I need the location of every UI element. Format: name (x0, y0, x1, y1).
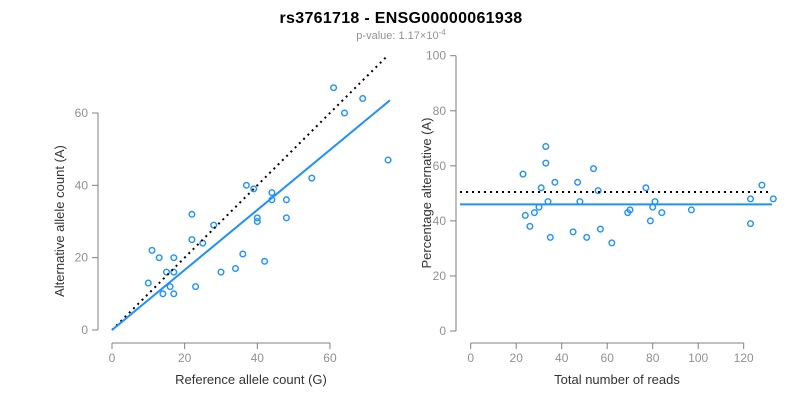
x-tick-label: 60 (601, 351, 615, 365)
left-y-axis-label: Alternative allele count (A) (52, 145, 67, 297)
data-point (192, 283, 200, 291)
data-point (384, 156, 392, 164)
subtitle-pvalue-exponent: -4 (439, 28, 447, 37)
data-point (747, 195, 755, 203)
data-point (188, 210, 196, 218)
y-tick-label: 20 (75, 251, 89, 265)
data-point (217, 268, 225, 276)
data-point (155, 254, 163, 262)
left-x-axis-label: Reference allele count (G) (175, 372, 327, 387)
data-point (282, 196, 290, 204)
subtitle-pvalue-text: p-value: 1.17×10 (356, 30, 438, 42)
data-point (542, 142, 550, 150)
data-point (268, 189, 276, 197)
data-point (658, 209, 666, 217)
data-point (551, 178, 559, 186)
data-point (308, 174, 316, 182)
data-point (188, 236, 196, 244)
x-tick-label: 80 (646, 351, 660, 365)
data-point (758, 181, 766, 189)
right-y-axis-label: Percentage alternative (A) (419, 117, 434, 268)
x-tick-label: 20 (178, 351, 192, 365)
data-point (341, 109, 349, 117)
x-tick-label: 0 (467, 351, 474, 365)
regression-line (111, 99, 391, 331)
data-point (159, 290, 167, 298)
y-tick-label: 60 (433, 159, 447, 173)
data-point (526, 222, 534, 230)
y-tick-label: 0 (81, 323, 88, 337)
data-point (253, 217, 261, 225)
y-tick-label: 100 (426, 49, 446, 63)
y-tick-label: 60 (75, 106, 89, 120)
x-tick-label: 60 (323, 351, 337, 365)
data-point (519, 170, 527, 178)
figure-title: rs3761718 - ENSG00000061938 (280, 10, 523, 27)
data-point (769, 195, 777, 203)
data-point (231, 265, 239, 273)
y-tick-label: 20 (433, 269, 447, 283)
data-point (170, 254, 178, 262)
data-point (521, 211, 529, 219)
data-point (166, 283, 174, 291)
data-point (569, 228, 577, 236)
y-tick-label: 80 (433, 104, 447, 118)
figure-subtitle: p-value: 1.17×10-4 (356, 28, 446, 42)
data-point (747, 220, 755, 228)
data-point (583, 233, 591, 241)
y-tick-label: 0 (439, 324, 446, 338)
data-point (239, 250, 247, 258)
x-tick-label: 40 (555, 351, 569, 365)
left-scatter-plot: 0 20 40 60 0 20 40 60 (75, 56, 392, 365)
data-point (250, 185, 258, 193)
right-scatter-plot: 0 20 40 60 80 100 0 20 40 60 80 100 120 (426, 49, 777, 365)
data-point (530, 209, 538, 217)
y-tick-label: 40 (75, 178, 89, 192)
data-point (646, 217, 654, 225)
data-point (199, 239, 207, 247)
data-point (596, 225, 604, 233)
data-point (242, 181, 250, 189)
data-point (624, 209, 632, 217)
x-tick-label: 40 (251, 351, 265, 365)
identity-line (111, 56, 387, 331)
data-point (144, 279, 152, 287)
data-point (330, 84, 338, 92)
data-point (594, 187, 602, 195)
data-point (687, 206, 695, 214)
data-point (546, 233, 554, 241)
data-point (282, 214, 290, 222)
x-tick-label: 100 (688, 351, 708, 365)
data-point (537, 184, 545, 192)
x-tick-label: 20 (510, 351, 524, 365)
data-point (608, 239, 616, 247)
x-tick-label: 0 (109, 351, 116, 365)
data-point (170, 290, 178, 298)
data-point (590, 165, 598, 173)
data-point (162, 268, 170, 276)
right-x-axis-label: Total number of reads (554, 372, 680, 387)
data-point (359, 94, 367, 102)
data-point (253, 214, 261, 222)
data-point (148, 246, 156, 254)
data-point (170, 268, 178, 276)
data-point (642, 184, 650, 192)
x-tick-label: 120 (734, 351, 754, 365)
y-tick-label: 40 (433, 214, 447, 228)
data-point (542, 159, 550, 167)
data-point (574, 178, 582, 186)
data-point (210, 221, 218, 229)
data-point (261, 257, 269, 265)
